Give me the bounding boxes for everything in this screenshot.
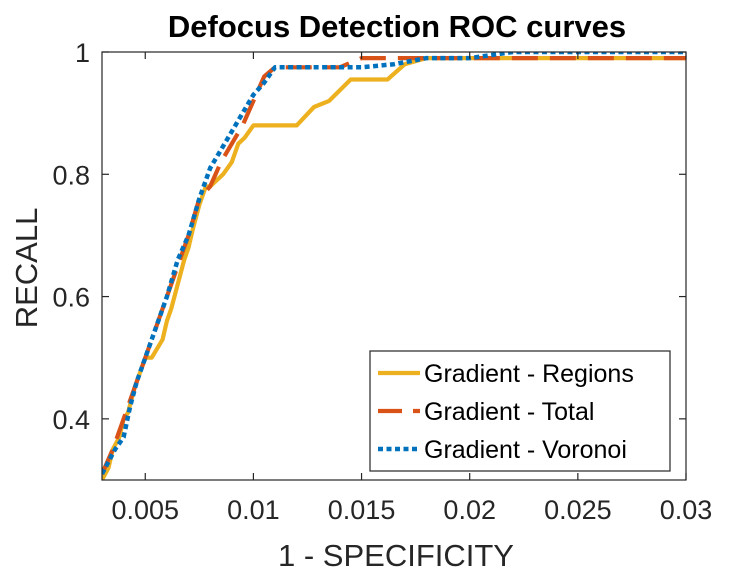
x-tick-label: 0.01	[227, 495, 280, 525]
x-tick-label: 0.02	[443, 495, 496, 525]
y-tick-label: 0.4	[52, 405, 90, 435]
x-axis-label: 1 - SPECIFICITY	[278, 538, 514, 573]
legend-label-2: Gradient - Total	[424, 398, 594, 426]
tick-labels: 0.005 0.01 0.015 0.02 0.025 0.03 0.4 0.6 0.8 1	[52, 38, 712, 525]
x-tick-label: 0.03	[660, 495, 713, 525]
legend: Gradient - Regions Gradient - Total Gradie…	[369, 350, 671, 472]
y-axis-label: RECALL	[9, 208, 44, 329]
y-tick-label: 0.6	[52, 283, 90, 313]
chart-title: Defocus Detection ROC curves	[168, 9, 626, 44]
y-tick-label: 1	[75, 38, 90, 68]
x-tick-label: 0.015	[328, 495, 396, 525]
x-tick-label: 0.005	[111, 495, 179, 525]
y-tick-label: 0.8	[52, 160, 90, 190]
series-layer	[102, 52, 686, 480]
series-line-3	[102, 52, 686, 475]
legend-label-1: Gradient - Regions	[424, 360, 634, 388]
x-tick-label: 0.025	[544, 495, 612, 525]
axes-layer	[101, 51, 687, 481]
legend-label-3: Gradient - Voronoi	[424, 436, 627, 464]
axes-frame	[101, 51, 687, 481]
